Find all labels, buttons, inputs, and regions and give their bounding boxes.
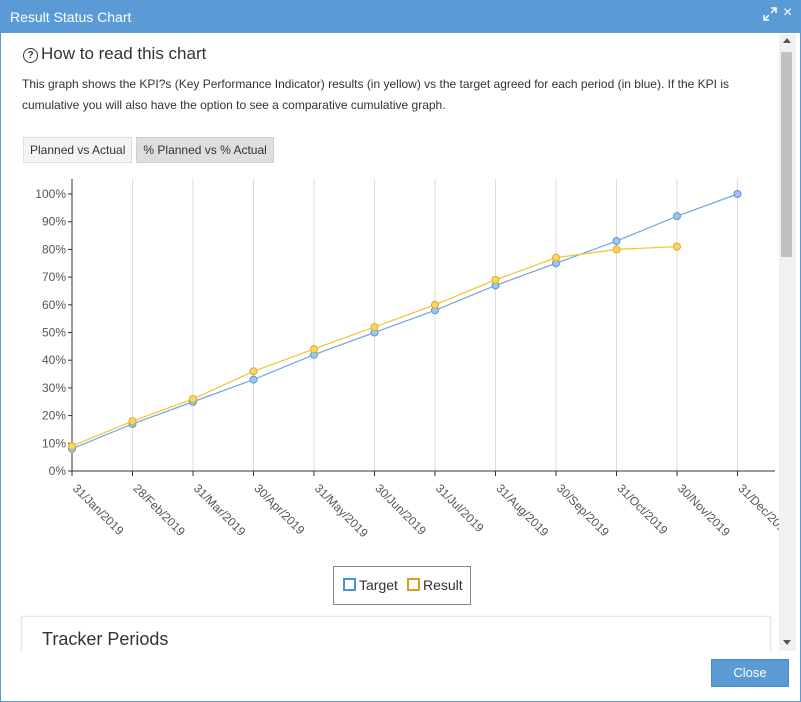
y-tick-label: 20% bbox=[42, 409, 66, 423]
target-point[interactable] bbox=[733, 190, 742, 198]
x-tick-label: 31/Aug/2019 bbox=[493, 481, 551, 539]
close-icon[interactable]: × bbox=[783, 4, 793, 21]
x-tick-label: 31/May/2019 bbox=[312, 481, 371, 540]
tab-planned-vs-actual[interactable]: Planned vs Actual bbox=[23, 137, 133, 163]
vertical-scrollbar[interactable] bbox=[779, 34, 796, 651]
x-tick-label: 31/Dec/2019 bbox=[735, 481, 779, 539]
help-heading-text: How to read this chart bbox=[41, 44, 207, 63]
target-point[interactable] bbox=[612, 237, 621, 246]
x-tick-label: 31/Mar/2019 bbox=[191, 481, 249, 539]
target-point[interactable] bbox=[673, 212, 681, 221]
x-tick-label: 30/Sep/2019 bbox=[554, 481, 612, 539]
x-tick-label: 30/Jun/2019 bbox=[372, 481, 429, 538]
tracker-periods-title: Tracker Periods bbox=[42, 629, 169, 649]
result-point[interactable] bbox=[370, 322, 379, 331]
result-point[interactable] bbox=[128, 417, 137, 426]
target-swatch bbox=[343, 578, 356, 591]
result-point[interactable] bbox=[552, 253, 560, 262]
result-point[interactable] bbox=[673, 242, 681, 251]
y-tick-label: 90% bbox=[42, 215, 66, 229]
chart-view-tabs: Planned vs Actual % Planned vs % Actual bbox=[23, 137, 278, 163]
scroll-down-arrow-icon[interactable] bbox=[783, 640, 791, 645]
series-line-target bbox=[71, 193, 738, 450]
result-point[interactable] bbox=[491, 275, 500, 284]
legend-item-target[interactable]: Target bbox=[343, 577, 398, 593]
result-point[interactable] bbox=[612, 245, 621, 254]
y-tick-label: 60% bbox=[42, 298, 66, 312]
result-swatch bbox=[407, 578, 420, 591]
y-tick-label: 0% bbox=[49, 464, 67, 478]
dialog-title: Result Status Chart bbox=[10, 9, 132, 25]
result-point[interactable] bbox=[249, 367, 258, 376]
legend-target-label: Target bbox=[359, 577, 398, 593]
y-tick-label: 50% bbox=[42, 326, 66, 340]
question-circle-icon: ? bbox=[23, 48, 38, 63]
dialog-footer: Close bbox=[1, 651, 800, 701]
result-point[interactable] bbox=[310, 345, 318, 354]
help-heading: ? How to read this chart bbox=[23, 44, 206, 64]
result-point[interactable] bbox=[189, 394, 197, 403]
result-point[interactable] bbox=[68, 442, 76, 451]
x-tick-label: 31/Jul/2019 bbox=[433, 481, 487, 535]
y-tick-label: 40% bbox=[42, 353, 66, 367]
legend-result-label: Result bbox=[423, 577, 463, 593]
result-point[interactable] bbox=[431, 300, 439, 309]
y-tick-label: 100% bbox=[35, 187, 66, 201]
result-status-chart: 0% 10% 20% 30% 40% 50% 60% 70% 80% 90% 100% 31/Jan/… bbox=[35, 179, 779, 540]
help-description: This graph shows the KPI?s (Key Performa… bbox=[22, 77, 729, 112]
y-tick-label: 10% bbox=[42, 436, 66, 450]
chart-legend: Target Result bbox=[333, 566, 471, 605]
x-tick-label: 31/Oct/2019 bbox=[614, 481, 670, 537]
x-tick-label: 30/Apr/2019 bbox=[251, 481, 307, 537]
y-tick-label: 80% bbox=[42, 242, 66, 256]
scroll-up-arrow-icon[interactable] bbox=[783, 38, 791, 43]
x-tick-label: 28/Feb/2019 bbox=[130, 481, 188, 539]
scroll-thumb[interactable] bbox=[781, 52, 792, 257]
expand-icon[interactable] bbox=[763, 7, 777, 21]
dialog-content: ? How to read this chart This graph shows… bbox=[1, 34, 779, 651]
x-tick-label: 31/Jan/2019 bbox=[70, 481, 127, 538]
close-button[interactable]: Close bbox=[711, 659, 789, 687]
dialog-titlebar[interactable]: Result Status Chart × bbox=[1, 1, 800, 33]
y-tick-label: 30% bbox=[42, 381, 66, 395]
y-tick-label: 70% bbox=[42, 270, 66, 284]
x-tick-label: 30/Nov/2019 bbox=[675, 481, 733, 539]
legend-item-result[interactable]: Result bbox=[407, 577, 463, 593]
target-point[interactable] bbox=[249, 375, 258, 384]
tab-percent-planned-vs-actual[interactable]: % Planned vs % Actual bbox=[136, 137, 274, 163]
tracker-periods-panel: Tracker Periods bbox=[21, 616, 771, 651]
